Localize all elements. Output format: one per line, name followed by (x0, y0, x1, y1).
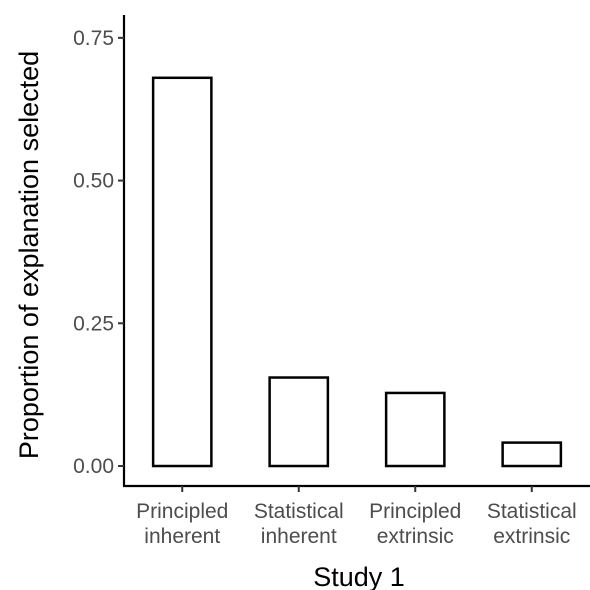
bars-layer (151, 76, 563, 468)
bar (268, 376, 330, 468)
x-tick-label: Principled extrinsic (369, 500, 461, 548)
x-axis-title: Study 1 (313, 562, 405, 590)
x-tick-label: Principled inherent (136, 500, 228, 548)
y-tick-label: 0.75 (73, 27, 114, 50)
y-tick-label: 0.00 (73, 455, 114, 478)
bar (384, 391, 446, 468)
bar (151, 76, 213, 468)
x-tick-label: Statistical extrinsic (487, 500, 577, 548)
bar (501, 441, 563, 468)
x-tick-label: Statistical inherent (254, 500, 344, 548)
y-ticks: 0.00 0.25 0.50 0.75 (73, 27, 124, 478)
y-tick-label: 0.25 (73, 312, 114, 335)
y-axis-title: Proportion of explanation selected (14, 51, 44, 459)
x-ticks: Principled inherent Statistical inherent Pri… (136, 486, 577, 548)
y-tick-label: 0.50 (73, 170, 114, 193)
